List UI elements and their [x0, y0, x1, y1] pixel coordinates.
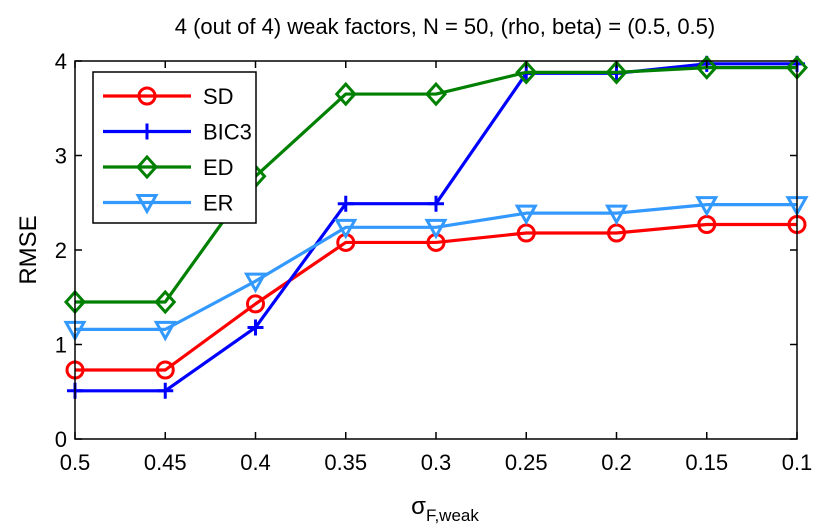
legend-label-bic3: BIC3 — [203, 120, 252, 145]
point-ed-marker — [605, 60, 628, 85]
x-tick-label: 0.5 — [60, 450, 91, 475]
x-axis-label-sigma: σ — [411, 493, 426, 520]
series-line-er — [75, 203, 797, 331]
point-ed-marker — [695, 55, 718, 80]
y-tick-label: 4 — [55, 49, 67, 74]
series-line-ed — [75, 66, 797, 304]
x-tick-label: 0.4 — [240, 450, 271, 475]
legend: SD BIC3 ED ER — [92, 71, 257, 224]
point-sd-marker — [155, 360, 175, 380]
x-axis-label: σF,weak — [411, 493, 479, 525]
y-tick-label: 3 — [55, 144, 67, 169]
point-ed-marker — [424, 81, 448, 107]
legend-ed-marker — [135, 154, 159, 180]
point-er-marker — [514, 204, 538, 226]
y-tick-label: 0 — [55, 427, 67, 452]
point-er-marker — [334, 218, 358, 240]
point-bic3-marker — [337, 195, 354, 212]
x-tick-label: 0.25 — [505, 450, 548, 475]
point-ed-marker — [154, 289, 177, 315]
legend-label-sd: SD — [203, 84, 234, 109]
x-axis-label-subscript: F,weak — [426, 506, 479, 525]
series-er — [63, 196, 809, 342]
point-ed-marker — [334, 81, 357, 107]
legend-sd-marker — [137, 86, 157, 106]
y-axis-label: RMSE — [15, 215, 42, 284]
point-er-marker — [695, 196, 719, 217]
point-er-marker — [424, 218, 448, 240]
chart-title: 4 (out of 4) weak factors, N = 50, (rho,… — [175, 14, 715, 39]
y-tick-label: 2 — [55, 238, 67, 263]
legend-label-er: ER — [203, 191, 234, 216]
x-tick-label: 0.15 — [685, 450, 728, 475]
x-tick-label: 0.35 — [324, 450, 367, 475]
x-tick-label: 0.3 — [421, 450, 452, 475]
series-sd — [65, 214, 807, 380]
legend-label-ed: ED — [203, 155, 234, 180]
x-tick-label: 0.45 — [144, 450, 187, 475]
series-line-sd — [75, 222, 797, 372]
point-er-marker — [153, 320, 177, 342]
point-bic3-marker — [247, 319, 264, 336]
point-bic3-marker — [428, 195, 444, 212]
point-bic3-marker — [157, 382, 174, 399]
point-ed-marker — [515, 60, 538, 85]
point-sd-marker — [246, 294, 265, 314]
x-tick-label: 0.2 — [601, 450, 632, 475]
point-er-marker — [604, 204, 629, 226]
point-er-marker — [243, 272, 268, 294]
y-tick-label: 1 — [55, 333, 67, 358]
x-tick-label: 0.1 — [782, 450, 813, 475]
legend-er-marker — [135, 194, 159, 215]
legend-bic3-marker — [139, 123, 155, 140]
